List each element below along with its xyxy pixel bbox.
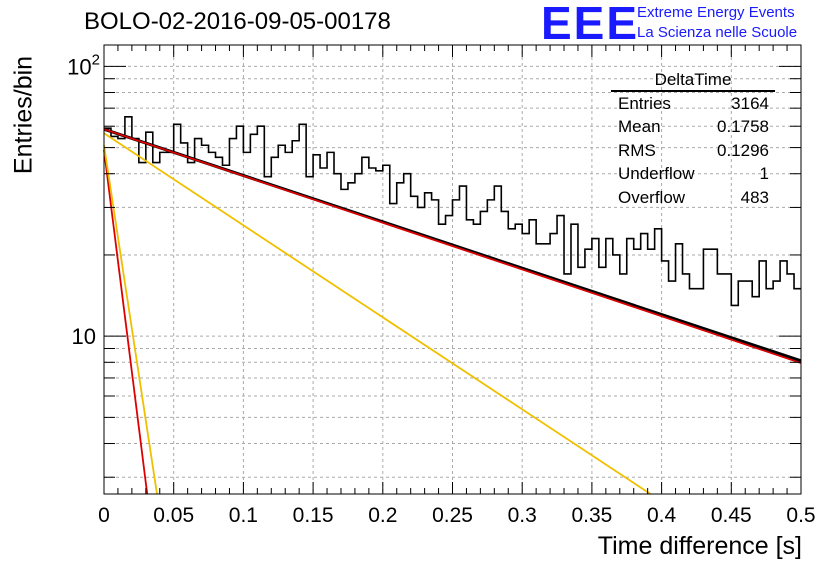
y-tick-exponent: 2 (92, 51, 100, 68)
x-tick-label: 0.5 (786, 504, 815, 527)
x-tick-label: 0.45 (711, 504, 752, 527)
stats-row-entries: Entries 3164 (611, 92, 775, 115)
stats-value: 483 (740, 187, 769, 207)
stats-value: 3164 (731, 94, 769, 113)
fit-line (103, 128, 802, 364)
fit-line (103, 132, 651, 495)
stats-row-underflow: Underflow 1 (611, 162, 775, 185)
stats-row-mean: Mean 0.1758 (611, 115, 775, 138)
x-tick-label: 0.25 (432, 504, 473, 527)
stats-label: Entries (618, 94, 671, 113)
stats-label: Overflow (618, 187, 686, 207)
x-axis-label: Time difference [s] (597, 532, 802, 560)
stats-label: Mean (618, 117, 661, 137)
stats-title: DeltaTime (611, 70, 775, 92)
stats-label: Underflow (618, 164, 695, 184)
logo-line-1: Extreme Energy Events (637, 4, 795, 21)
stats-value: 0.1296 (717, 140, 769, 160)
stats-value: 1 (759, 164, 769, 184)
axes: 0 0.05 0.1 0.15 0.2 0.25 0.3 0.35 0.4 0.45 0.51021… (67, 45, 816, 527)
stats-label: RMS (618, 140, 656, 160)
x-tick-label: 0.4 (647, 504, 677, 527)
logo-line-2: La Scienza nelle Scuole (637, 24, 798, 41)
stats-box: DeltaTime Entries 3164 Mean 0.1758 RMS 0… (611, 70, 775, 209)
histogram-outline (104, 116, 801, 307)
x-tick-label: 0.35 (571, 504, 612, 527)
x-tick-label: 0.05 (153, 504, 194, 527)
y-tick-base: 10 (72, 324, 96, 349)
x-tick-label: 0.1 (229, 504, 258, 527)
x-tick-label: 0 (98, 504, 110, 527)
fit-line (103, 145, 158, 495)
y-tick-label: 102 (67, 51, 100, 79)
y-tick-label: 10 (72, 324, 96, 349)
eee-logo: EEE (541, 0, 640, 49)
histogram (104, 116, 801, 307)
stats-row-overflow: Overflow 483 (611, 186, 775, 209)
x-tick-label: 0.2 (368, 504, 397, 527)
x-tick-label: 0.3 (508, 504, 537, 527)
stats-value: 0.1758 (717, 117, 769, 137)
fit-line (103, 149, 149, 495)
stats-row-rms: RMS 0.1296 (611, 139, 775, 162)
chart-title: BOLO-02-2016-09-05-00178 (84, 8, 391, 35)
x-tick-label: 0.15 (293, 504, 334, 527)
y-axis-label: Entries/bin (9, 55, 38, 175)
y-tick-base: 10 (67, 54, 91, 79)
